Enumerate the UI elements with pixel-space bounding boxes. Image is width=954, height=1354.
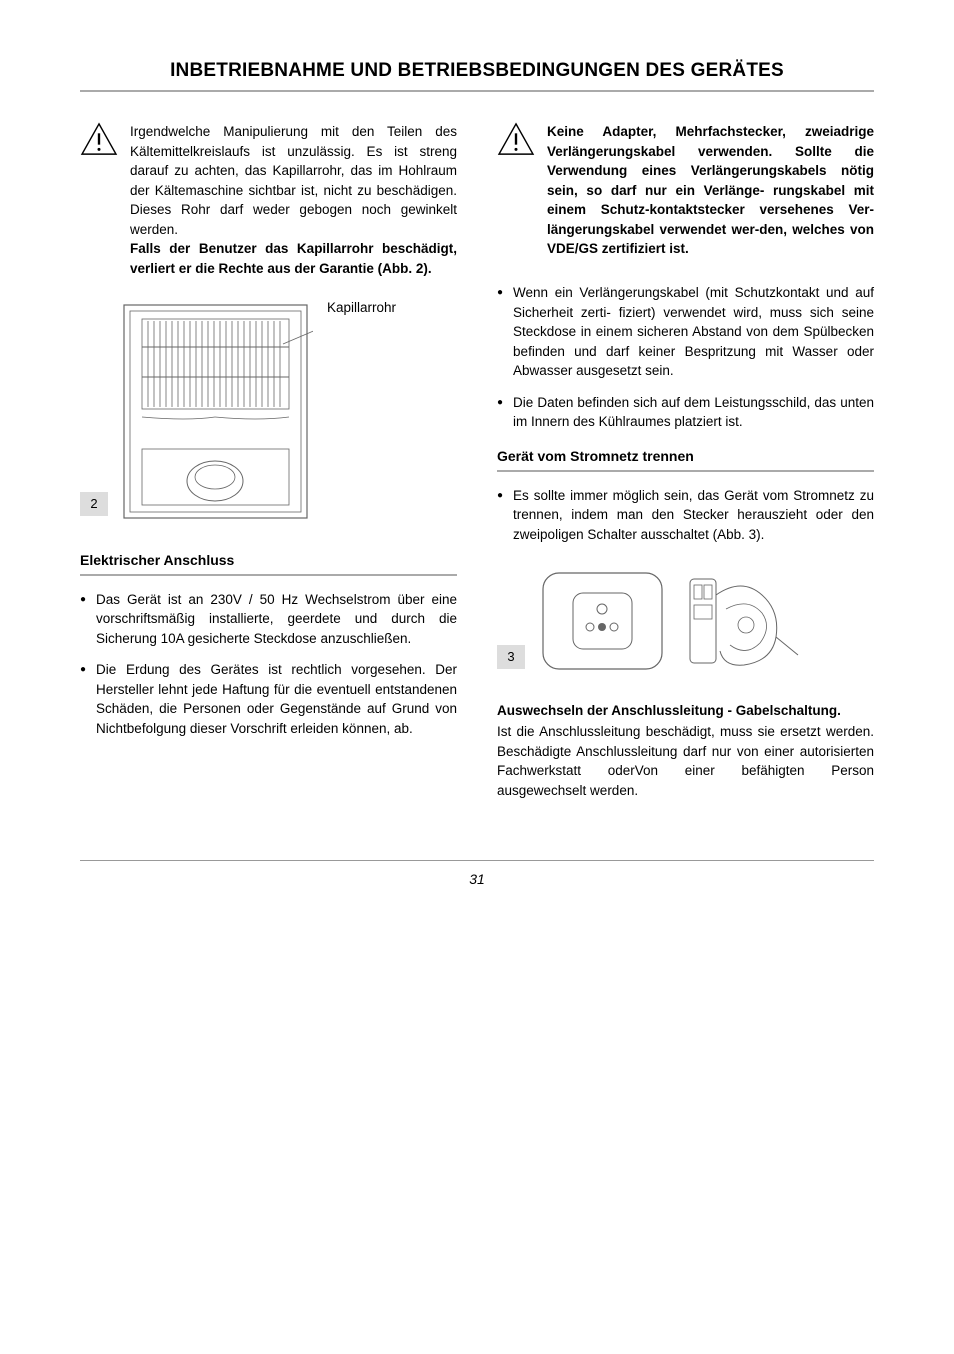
- warning-block-left: Irgendwelche Manipulierung mit den Teile…: [80, 122, 457, 279]
- list-item: Wenn ein Verlängerungskabel (mit Schutzk…: [497, 283, 874, 381]
- warning-triangle-icon: [80, 122, 118, 156]
- left-column: Irgendwelche Manipulierung mit den Teile…: [80, 122, 457, 800]
- list-item-text: Die Erdung des Gerätes ist rechtlich vor…: [96, 660, 457, 738]
- section-disconnect-rule: [497, 470, 874, 472]
- page-title: INBETRIEBNAHME UND BETRIEBSBEDINGUNGEN D…: [80, 60, 874, 82]
- list-item-text: Die Daten befinden sich auf dem Leistung…: [513, 393, 874, 432]
- socket-diagram: [535, 565, 670, 677]
- warning-block-right: Keine Adapter, Mehrfachstecker, zweiadri…: [497, 122, 874, 259]
- warning-bold: Keine Adapter, Mehrfachstecker, zweiadri…: [547, 124, 874, 256]
- disconnect-list: Es sollte immer möglich sein, das Gerät …: [497, 486, 874, 545]
- list-item-text: Wenn ein Verlängerungskabel (mit Schutzk…: [513, 283, 874, 381]
- list-item: Die Daten befinden sich auf dem Leistung…: [497, 393, 874, 432]
- list-item-text: Es sollte immer möglich sein, das Gerät …: [513, 486, 874, 545]
- electrical-list: Das Gerät ist an 230V / 50 Hz Wechselstr…: [80, 590, 457, 739]
- list-item-text: Das Gerät ist an 230V / 50 Hz Wechselstr…: [96, 590, 457, 649]
- figure-2-container: 2: [80, 299, 457, 524]
- plug-diagram: [680, 565, 800, 677]
- replace-cable-heading: Auswechseln der Anschlussleitung - Gabel…: [497, 701, 874, 721]
- warning-text-left: Irgendwelche Manipulierung mit den Teile…: [130, 122, 457, 279]
- warning-bold: Falls der Benutzer das Kapillarrohr besc…: [130, 241, 457, 276]
- section-electrical-heading: Elektrischer Anschluss: [80, 552, 457, 568]
- warning-triangle-icon: [497, 122, 535, 156]
- figure-3-number: 3: [497, 645, 525, 669]
- right-column: Keine Adapter, Mehrfachstecker, zweiadri…: [497, 122, 874, 800]
- figure-2-number: 2: [80, 492, 108, 516]
- page-number: 31: [80, 860, 874, 887]
- section-disconnect-heading: Gerät vom Stromnetz trennen: [497, 448, 874, 464]
- refrigerator-back-diagram: [118, 299, 313, 524]
- section-electrical-rule: [80, 574, 457, 576]
- warning-text-right: Keine Adapter, Mehrfachstecker, zweiadri…: [547, 122, 874, 259]
- right-first-list: Wenn ein Verlängerungskabel (mit Schutzk…: [497, 283, 874, 432]
- list-item: Es sollte immer möglich sein, das Gerät …: [497, 486, 874, 545]
- replace-cable-text: Ist die Anschlussleitung beschädigt, mus…: [497, 722, 874, 800]
- figure-2-caption: Kapillarrohr: [327, 299, 396, 318]
- two-column-layout: Irgendwelche Manipulierung mit den Teile…: [80, 122, 874, 800]
- title-rule: [80, 90, 874, 92]
- list-item: Das Gerät ist an 230V / 50 Hz Wechselstr…: [80, 590, 457, 649]
- warning-body: Irgendwelche Manipulierung mit den Teile…: [130, 124, 457, 237]
- list-item: Die Erdung des Gerätes ist rechtlich vor…: [80, 660, 457, 738]
- figure-3-container: 3: [497, 565, 874, 677]
